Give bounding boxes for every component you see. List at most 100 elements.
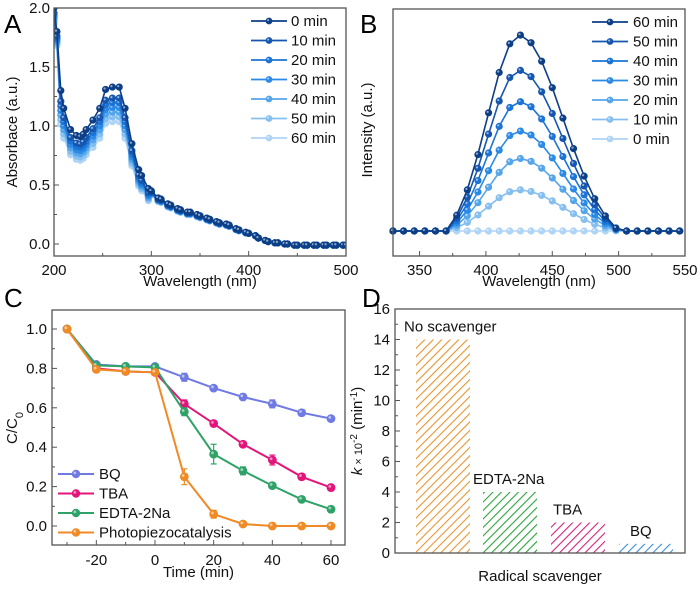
x-tick-label: 450: [540, 262, 565, 279]
x-tick-label: 500: [333, 262, 358, 279]
data-point-highlight: [211, 451, 214, 455]
legend-label: 60 min: [291, 130, 336, 147]
data-point: [196, 212, 204, 220]
y-tick-label: 12: [373, 362, 390, 379]
data-point: [569, 173, 578, 181]
data-point-highlight: [181, 409, 185, 412]
data-point: [267, 481, 277, 491]
legend-label: 50 min: [291, 111, 336, 128]
legend-item: 0 min: [251, 13, 328, 30]
data-point: [463, 227, 471, 235]
y-tick-label: 2: [382, 515, 390, 532]
data-point: [303, 241, 311, 249]
legend-label: 30 min: [291, 72, 336, 89]
data-point: [147, 187, 155, 195]
legend-marker: [265, 56, 273, 64]
legend-marker-highlight: [608, 117, 611, 120]
data-point: [495, 227, 503, 235]
y-tick-label: 1.0: [26, 321, 47, 338]
data-point: [506, 73, 514, 82]
data-point-highlight: [550, 198, 553, 202]
legend-marker-highlight: [73, 471, 77, 475]
data-point-highlight: [123, 368, 126, 372]
data-point: [484, 109, 493, 117]
data-point: [527, 103, 535, 111]
data-point: [474, 150, 482, 159]
data-point: [235, 226, 243, 234]
y-tick-label: 0: [382, 545, 390, 562]
data-point: [474, 164, 482, 172]
data-point-highlight: [68, 127, 71, 130]
data-point-highlight: [299, 523, 302, 527]
data-point-highlight: [269, 401, 273, 405]
data-point-highlight: [181, 474, 185, 477]
data-point-highlight: [204, 215, 207, 219]
data-point-highlight: [129, 141, 133, 144]
data-point-highlight: [136, 167, 139, 170]
bar: [416, 339, 470, 553]
data-point: [62, 324, 72, 334]
data-point-highlight: [240, 394, 244, 398]
data-point-highlight: [90, 126, 94, 129]
data-point-highlight: [61, 115, 64, 118]
series-0-min: [54, 8, 346, 249]
x-tick-label: 300: [139, 262, 164, 279]
data-point-highlight: [592, 222, 595, 225]
y-axis-label-unit: (min: [349, 401, 366, 434]
data-point: [516, 186, 525, 194]
y-axis-label: C/C0: [4, 412, 26, 444]
data-point: [264, 238, 272, 246]
data-point: [538, 115, 546, 123]
data-point: [484, 130, 493, 138]
data-point-highlight: [81, 132, 84, 135]
data-point-highlight: [465, 220, 468, 223]
data-point-highlight: [560, 136, 564, 139]
data-point: [91, 364, 101, 374]
data-point: [506, 188, 514, 196]
legend-label: 20 min: [633, 92, 678, 109]
data-point: [474, 176, 482, 185]
y-tick-label: 16: [373, 301, 390, 318]
data-point: [206, 215, 214, 223]
legend-marker-highlight: [73, 510, 77, 514]
data-point: [463, 218, 471, 226]
data-point-highlight: [518, 156, 521, 159]
data-point-highlight: [156, 195, 159, 199]
legend-marker-highlight: [267, 77, 270, 80]
data-point-highlight: [58, 99, 61, 102]
data-point-highlight: [518, 187, 521, 191]
data-point-highlight: [93, 366, 97, 370]
data-point: [167, 201, 175, 209]
data-point: [644, 227, 652, 235]
data-point: [548, 197, 556, 205]
data-point-highlight: [211, 420, 214, 424]
data-point: [559, 114, 567, 122]
data-point: [442, 227, 450, 235]
data-point-highlight: [240, 468, 244, 472]
data-point-highlight: [571, 186, 574, 190]
data-point: [54, 28, 61, 36]
data-point: [108, 83, 117, 91]
data-point-highlight: [236, 227, 240, 231]
series-line: [66, 328, 331, 527]
data-point: [516, 66, 525, 74]
data-point-highlight: [314, 243, 317, 246]
data-point-highlight: [550, 228, 553, 232]
y-axis-label-subscript: 0: [14, 412, 26, 418]
legend-marker: [71, 489, 81, 498]
y-tick-label: 8: [382, 423, 390, 440]
data-point: [580, 199, 588, 207]
data-point: [601, 212, 609, 220]
data-point: [538, 57, 546, 65]
series-line: [66, 328, 332, 420]
legend-item: EDTA-2Na: [58, 505, 171, 522]
data-point-highlight: [497, 195, 500, 198]
x-tick-label: 400: [473, 262, 498, 279]
bar-TBA: TBA: [551, 502, 605, 553]
data-point: [209, 509, 219, 519]
y-tick-label: 0.6: [26, 400, 47, 417]
legend-item: 10 min: [251, 33, 336, 50]
data-point: [580, 227, 588, 235]
legend-marker: [265, 37, 273, 44]
legend-label: 50 min: [633, 34, 678, 51]
